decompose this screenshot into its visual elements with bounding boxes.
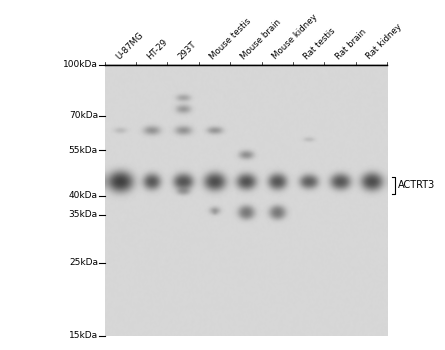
Text: Mouse kidney: Mouse kidney — [271, 13, 320, 61]
Text: U-87MG: U-87MG — [114, 30, 145, 61]
Text: 15kDa: 15kDa — [69, 331, 98, 341]
Text: 293T: 293T — [177, 40, 198, 61]
Text: ACTRT3: ACTRT3 — [398, 180, 436, 190]
Text: Mouse testis: Mouse testis — [208, 16, 253, 61]
Text: HT-29: HT-29 — [146, 37, 170, 61]
Text: Mouse brain: Mouse brain — [239, 18, 283, 61]
Text: 35kDa: 35kDa — [69, 210, 98, 219]
Text: 40kDa: 40kDa — [69, 191, 98, 200]
Text: Rat brain: Rat brain — [334, 27, 368, 61]
Text: Rat kidney: Rat kidney — [365, 22, 404, 61]
Bar — [105, 65, 387, 336]
Text: 55kDa: 55kDa — [69, 146, 98, 155]
Text: Rat testis: Rat testis — [302, 26, 337, 61]
Text: 25kDa: 25kDa — [69, 258, 98, 267]
Text: 70kDa: 70kDa — [69, 111, 98, 120]
Text: 100kDa: 100kDa — [63, 60, 98, 69]
